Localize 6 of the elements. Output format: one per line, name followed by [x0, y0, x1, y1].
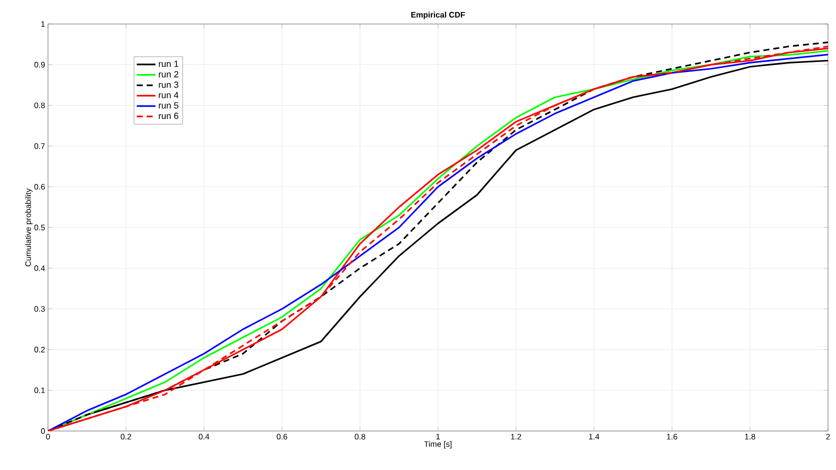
legend-label: run 4 [158, 92, 178, 98]
legend-label: run 3 [158, 82, 178, 88]
legend-label: run 5 [158, 102, 178, 109]
legend-label: run 2 [158, 71, 178, 78]
legend-label: run 6 [158, 112, 178, 120]
legend-label: run 1 [158, 60, 178, 68]
